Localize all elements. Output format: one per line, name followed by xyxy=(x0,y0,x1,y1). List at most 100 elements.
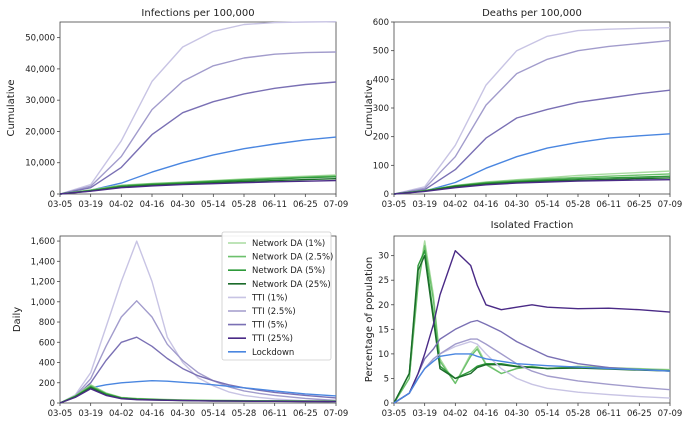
x-tick-label: 06-11 xyxy=(596,409,621,419)
x-tick-label: 06-25 xyxy=(293,200,318,210)
series-line xyxy=(393,27,671,195)
y-tick-label: 30,000 xyxy=(25,96,55,106)
series-line xyxy=(393,353,671,404)
x-tick-label: 05-14 xyxy=(201,409,226,419)
series-line xyxy=(59,240,337,404)
panel-title: Infections per 100,000 xyxy=(141,8,254,19)
legend-label: Network DA (5%) xyxy=(252,266,325,276)
legend-label: Network DA (1%) xyxy=(252,239,325,249)
legend-label: TTI (2.5%) xyxy=(251,307,296,317)
x-tick-label: 04-16 xyxy=(474,200,499,210)
x-tick-label: 03-19 xyxy=(78,200,103,210)
y-tick-label: 400 xyxy=(373,75,389,85)
x-tick-label: 05-28 xyxy=(566,200,591,210)
x-tick-label: 06-11 xyxy=(262,200,287,210)
x-tick-label: 04-16 xyxy=(474,409,499,419)
series-line xyxy=(393,254,671,404)
x-tick-label: 05-14 xyxy=(535,409,560,419)
series-line xyxy=(59,388,337,404)
series-line xyxy=(393,39,671,195)
series-line xyxy=(393,179,671,195)
legend-box xyxy=(221,231,332,361)
plot-frame xyxy=(59,21,337,195)
x-tick-label: 06-25 xyxy=(627,200,652,210)
series-line xyxy=(59,300,337,404)
y-tick-label: 1,200 xyxy=(31,278,55,288)
x-tick-label: 04-30 xyxy=(504,200,529,210)
y-tick-label: 15 xyxy=(378,325,389,335)
x-tick-label: 03-05 xyxy=(48,200,73,210)
series-line xyxy=(393,249,671,404)
series-line xyxy=(59,336,337,404)
legend-label: Network DA (25%) xyxy=(252,280,331,290)
y-tick-label: 300 xyxy=(373,104,389,114)
panel-1: 0 10,000 20,000 30,000 40,000 50,000 03-05 03-1… xyxy=(6,8,348,210)
x-tick-label: 03-05 xyxy=(382,200,407,210)
x-tick-label: 03-19 xyxy=(78,409,103,419)
x-tick-label: 04-30 xyxy=(170,200,195,210)
plot-frame xyxy=(393,21,671,195)
series-line xyxy=(393,177,671,195)
y-tick-label: 200 xyxy=(373,133,389,143)
x-tick-label: 04-02 xyxy=(109,200,134,210)
x-tick-label: 07-09 xyxy=(324,409,349,419)
x-tick-label: 03-05 xyxy=(48,409,73,419)
panel-title: Deaths per 100,000 xyxy=(482,8,582,19)
y-tick-label: 0 xyxy=(384,190,389,200)
y-tick-label: 1,000 xyxy=(31,298,55,308)
x-tick-label: 04-16 xyxy=(140,200,165,210)
y-tick-label: 1,400 xyxy=(31,257,55,267)
x-tick-label: 03-05 xyxy=(382,409,407,419)
series-line xyxy=(393,340,671,404)
series-line xyxy=(393,133,671,195)
series-line xyxy=(59,380,337,404)
panel-4: 0 5 10 15 20 25 30 03-05 03-19 04-02 04-16 04-30 05-… xyxy=(364,220,682,419)
x-tick-label: 06-25 xyxy=(627,409,652,419)
y-axis-label: Percentage of population xyxy=(364,257,375,382)
x-tick-label: 07-09 xyxy=(658,200,683,210)
x-tick-label: 05-28 xyxy=(232,200,257,210)
y-tick-label: 50,000 xyxy=(25,34,55,44)
x-tick-label: 06-25 xyxy=(293,409,318,419)
y-tick-label: 800 xyxy=(39,318,55,328)
plot-frame xyxy=(59,235,337,404)
panel-3: 0 200 400 600 800 1,000 1,200 1,400 1,600 03-05 03… xyxy=(12,235,349,419)
y-tick-label: 600 xyxy=(39,338,55,348)
x-tick-label: 04-02 xyxy=(109,409,134,419)
series-line xyxy=(393,89,671,195)
x-tick-label: 07-09 xyxy=(324,200,349,210)
series-line xyxy=(59,21,337,195)
y-tick-label: 0 xyxy=(50,190,55,200)
y-tick-label: 100 xyxy=(373,161,389,171)
y-tick-label: 600 xyxy=(373,18,389,28)
y-tick-label: 1,600 xyxy=(31,237,55,247)
legend-label: TTI (5%) xyxy=(251,321,288,331)
x-tick-label: 03-19 xyxy=(412,409,437,419)
y-tick-label: 0 xyxy=(50,399,55,409)
y-tick-label: 10,000 xyxy=(25,159,55,169)
series-line xyxy=(59,136,337,195)
x-tick-label: 05-28 xyxy=(566,409,591,419)
series-line xyxy=(59,179,337,195)
legend-label: Lockdown xyxy=(252,348,294,358)
y-tick-label: 200 xyxy=(39,379,55,389)
x-tick-label: 04-02 xyxy=(443,409,468,419)
x-tick-label: 05-14 xyxy=(201,200,226,210)
y-axis-label: Cumulative xyxy=(6,79,17,136)
x-tick-label: 05-14 xyxy=(535,200,560,210)
x-tick-label: 04-30 xyxy=(504,409,529,419)
y-tick-label: 5 xyxy=(384,374,389,384)
y-tick-label: 500 xyxy=(373,47,389,57)
y-tick-label: 0 xyxy=(384,399,389,409)
y-tick-label: 25 xyxy=(378,276,389,286)
x-tick-label: 04-02 xyxy=(443,200,468,210)
legend-label: Network DA (2.5%) xyxy=(252,253,333,263)
y-tick-label: 10 xyxy=(378,350,389,360)
y-tick-label: 400 xyxy=(39,359,55,369)
panel-title: Isolated Fraction xyxy=(491,220,574,231)
legend-label: TTI (1%) xyxy=(251,293,288,303)
y-axis-label: Cumulative xyxy=(364,79,375,136)
x-tick-label: 06-11 xyxy=(262,409,287,419)
plot-frame xyxy=(393,235,671,404)
